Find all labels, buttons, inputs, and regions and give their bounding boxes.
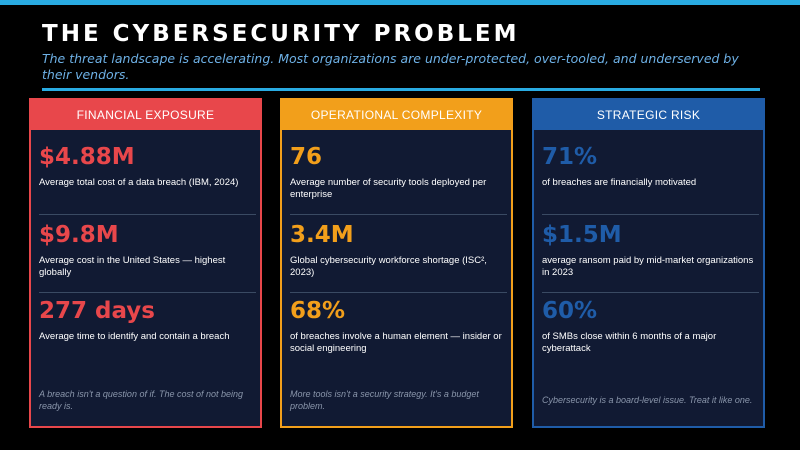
stat-description: Average cost in the United States — high… xyxy=(39,255,226,278)
card-header: OPERATIONAL COMPLEXITY xyxy=(282,100,511,130)
stat-description: of SMBs close within 6 months of a major… xyxy=(542,331,717,354)
stat-value: 3.4M xyxy=(290,222,354,248)
stat-description: of breaches involve a human element — in… xyxy=(290,331,502,354)
stat-description: of breaches are financially motivated xyxy=(542,177,697,188)
stat-value: $4.88M xyxy=(39,144,135,170)
stat-block: $4.88M Average total cost of a data brea… xyxy=(39,144,256,189)
stat-description: Average total cost of a data breach (IBM… xyxy=(39,177,239,188)
stat-value: $9.8M xyxy=(39,222,119,248)
card-footer-note: Cybersecurity is a board-level issue. Tr… xyxy=(542,395,753,405)
card-footer-note: More tools isn't a security strategy. It… xyxy=(290,389,479,411)
stat-block: 277 days Average time to identify and co… xyxy=(39,298,256,343)
stat-description: Global cybersecurity workforce shortage … xyxy=(290,255,487,278)
divider xyxy=(290,214,507,215)
stat-description: average ransom paid by mid-market organi… xyxy=(542,255,754,278)
stat-value: 68% xyxy=(290,298,346,324)
card-header: FINANCIAL EXPOSURE xyxy=(31,100,260,130)
page-title: THE CYBERSECURITY PROBLEM xyxy=(42,21,520,47)
stat-value: 71% xyxy=(542,144,598,170)
stat-description: Average number of security tools deploye… xyxy=(290,177,487,200)
card-strategic-risk: STRATEGIC RISK 71% of breaches are finan… xyxy=(532,98,765,428)
stat-value: 60% xyxy=(542,298,598,324)
stat-block: 76 Average number of security tools depl… xyxy=(290,144,507,201)
stat-block: 68% of breaches involve a human element … xyxy=(290,298,507,355)
stat-value: 76 xyxy=(290,144,323,170)
card-header: STRATEGIC RISK xyxy=(534,100,763,130)
card-footer-note: A breach isn't a question of if. The cos… xyxy=(39,389,244,411)
divider xyxy=(542,292,759,293)
stat-block: $9.8M Average cost in the United States … xyxy=(39,222,256,279)
divider xyxy=(542,214,759,215)
stat-block: 71% of breaches are financially motivate… xyxy=(542,144,759,189)
stat-description: Average time to identify and contain a b… xyxy=(39,331,230,342)
page-subtitle: The threat landscape is accelerating. Mo… xyxy=(42,51,739,82)
stat-block: $1.5M average ransom paid by mid-market … xyxy=(542,222,759,279)
top-accent-rule xyxy=(0,0,800,5)
stat-block: 3.4M Global cybersecurity workforce shor… xyxy=(290,222,507,279)
card-financial-exposure: FINANCIAL EXPOSURE $4.88M Average total … xyxy=(29,98,262,428)
stat-block: 60% of SMBs close within 6 months of a m… xyxy=(542,298,759,355)
divider xyxy=(39,214,256,215)
subtitle-underline xyxy=(42,88,760,91)
stat-value: 277 days xyxy=(39,298,155,324)
divider xyxy=(39,292,256,293)
card-operational-complexity: OPERATIONAL COMPLEXITY 76 Average number… xyxy=(280,98,513,428)
divider xyxy=(290,292,507,293)
stat-value: $1.5M xyxy=(542,222,622,248)
